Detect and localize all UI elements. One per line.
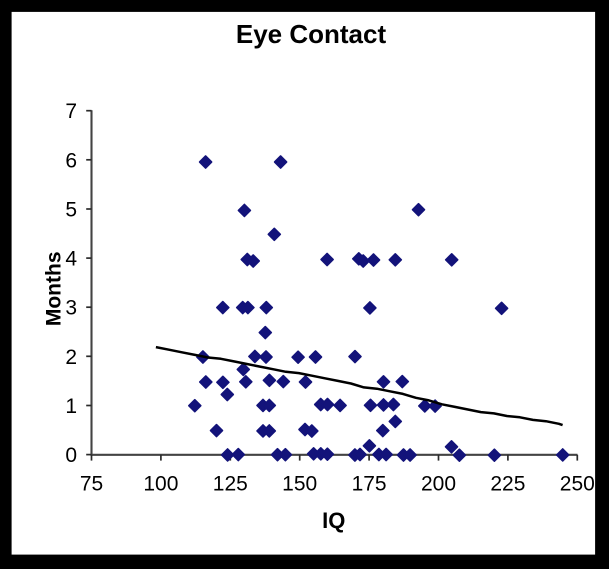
svg-text:5: 5 [65, 199, 77, 222]
svg-text:3: 3 [65, 297, 77, 320]
svg-text:75: 75 [80, 472, 103, 495]
svg-text:4: 4 [65, 248, 77, 271]
svg-text:6: 6 [65, 149, 77, 172]
svg-text:250: 250 [560, 472, 595, 495]
svg-text:Months: Months [43, 251, 66, 326]
svg-text:IQ: IQ [322, 508, 345, 533]
svg-text:200: 200 [421, 472, 456, 495]
svg-text:Eye Contact: Eye Contact [236, 19, 387, 49]
svg-text:175: 175 [352, 472, 387, 495]
svg-text:125: 125 [213, 472, 248, 495]
svg-text:2: 2 [65, 346, 77, 369]
svg-text:150: 150 [282, 472, 317, 495]
svg-text:225: 225 [490, 472, 525, 495]
svg-text:100: 100 [143, 472, 178, 495]
svg-text:1: 1 [65, 395, 77, 418]
svg-text:0: 0 [65, 444, 77, 467]
svg-text:7: 7 [65, 100, 77, 123]
